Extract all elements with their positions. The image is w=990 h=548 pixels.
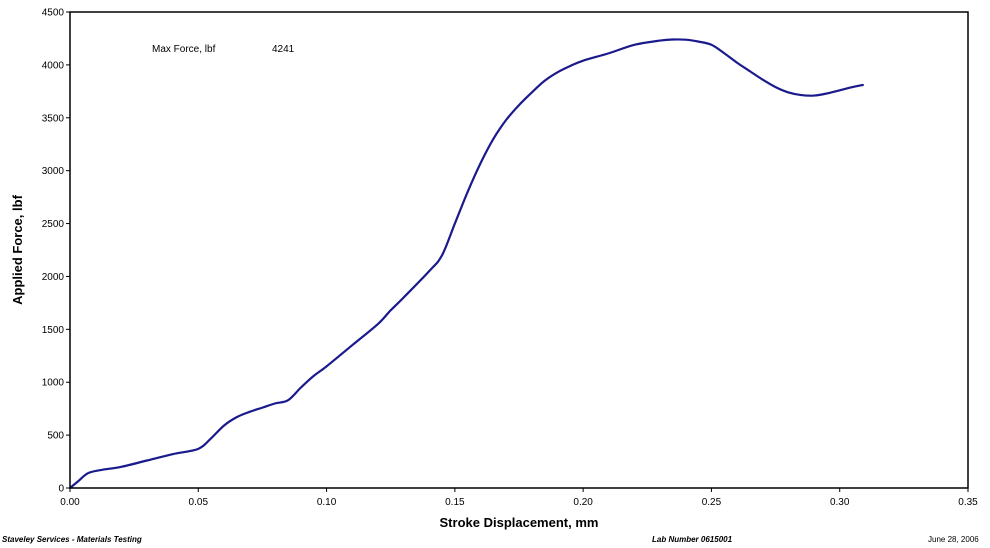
y-tick-label: 500 xyxy=(47,431,64,442)
y-tick-label: 2500 xyxy=(42,219,65,230)
x-tick-label: 0.30 xyxy=(830,497,850,508)
y-axis-ticks: 0 500 1000 1500 2000 2500 3000 3500 4000 4500 xyxy=(42,8,70,495)
x-tick-label: 0.10 xyxy=(317,497,337,508)
x-tick-label: 0.15 xyxy=(445,497,465,508)
y-tick-label: 1500 xyxy=(42,325,65,336)
y-tick-label: 4000 xyxy=(42,60,65,71)
y-tick-label: 3500 xyxy=(42,113,65,124)
y-tick-label: 3000 xyxy=(42,166,65,177)
footer-company: Staveley Services - Materials Testing xyxy=(2,535,142,544)
y-tick-label: 4500 xyxy=(42,8,65,19)
plot-area-frame xyxy=(69,11,969,489)
max-force-value: 4241 xyxy=(272,44,295,55)
x-tick-label: 0.20 xyxy=(573,497,593,508)
footer-lab-number: Lab Number 0615001 xyxy=(652,535,733,544)
force-series-line xyxy=(68,38,864,490)
x-tick-label: 0.05 xyxy=(189,497,209,508)
y-tick-label: 2000 xyxy=(42,272,65,283)
x-tick-label: 0.25 xyxy=(702,497,722,508)
x-axis-ticks: 0.00 0.05 0.10 0.15 0.20 0.25 0.30 0.35 xyxy=(60,488,978,508)
x-tick-label: 0.00 xyxy=(60,497,80,508)
y-axis-title: Applied Force, lbf xyxy=(10,194,25,304)
x-axis-title: Stroke Displacement, mm xyxy=(440,515,599,530)
y-tick-label: 0 xyxy=(58,484,64,495)
x-tick-label: 0.35 xyxy=(958,497,978,508)
footer-date: June 28, 2006 xyxy=(928,535,979,544)
max-force-label: Max Force, lbf xyxy=(152,44,216,55)
y-tick-label: 1000 xyxy=(42,378,65,389)
